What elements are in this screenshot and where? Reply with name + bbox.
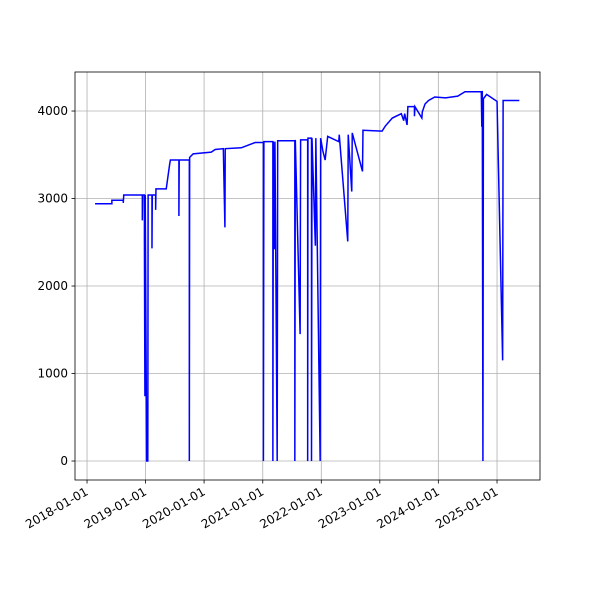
y-tick-label: 3000: [37, 192, 68, 206]
axes-frame: [74, 71, 541, 481]
x-tick-label: 2021-01-01: [199, 484, 266, 531]
x-tick-label: 2025-01-01: [433, 484, 500, 531]
x-tick-label: 2024-01-01: [374, 484, 441, 531]
x-tick-label: 2022-01-01: [257, 484, 324, 531]
x-tick-label: 2023-01-01: [316, 484, 383, 531]
x-tick-label: 2019-01-01: [82, 484, 149, 531]
y-tick-label: 4000: [37, 104, 68, 118]
x-tick-label: 2018-01-01: [23, 484, 90, 531]
y-tick-label: 2000: [37, 279, 68, 293]
y-tick-label: 0: [60, 454, 68, 468]
y-tick-label: 1000: [37, 367, 68, 381]
data-line: [95, 90, 520, 462]
x-tick-label: 2020-01-01: [140, 484, 207, 531]
